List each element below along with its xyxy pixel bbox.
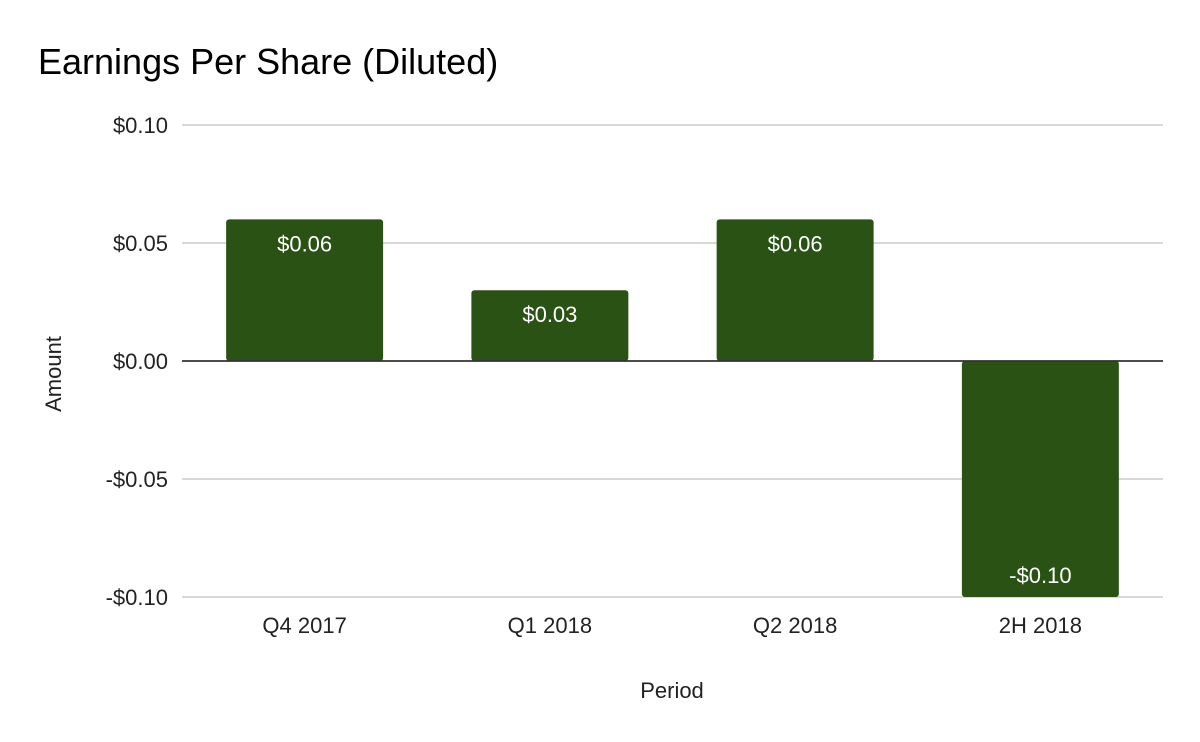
x-tick-label: Q4 2017 [262, 613, 346, 638]
bar [226, 219, 384, 361]
data-label: $0.06 [768, 231, 823, 256]
data-label: -$0.10 [1009, 563, 1071, 588]
x-tick-label: Q1 2018 [508, 613, 592, 638]
y-tick-label: $0.00 [113, 349, 168, 374]
y-tick-label: -$0.05 [106, 467, 168, 492]
y-axis-title: Amount [41, 336, 66, 412]
data-labels: $0.06 $0.03 $0.06 -$0.10 [277, 231, 1071, 588]
chart-title: Earnings Per Share (Diluted) [38, 41, 498, 82]
y-axis-ticks: $0.10 $0.05 $0.00 -$0.05 -$0.10 [106, 113, 168, 610]
x-axis-title: Period [640, 678, 704, 703]
bar [961, 361, 1119, 597]
y-tick-label: $0.05 [113, 231, 168, 256]
bar [471, 290, 629, 361]
y-tick-label: -$0.10 [106, 585, 168, 610]
data-label: $0.03 [522, 302, 577, 327]
y-tick-label: $0.10 [113, 113, 168, 138]
bars [226, 219, 1119, 597]
data-label: $0.06 [277, 231, 332, 256]
x-tick-label: Q2 2018 [753, 613, 837, 638]
x-axis-ticks: Q4 2017 Q1 2018 Q2 2018 2H 2018 [262, 613, 1082, 638]
x-tick-label: 2H 2018 [999, 613, 1082, 638]
bar [716, 219, 874, 361]
